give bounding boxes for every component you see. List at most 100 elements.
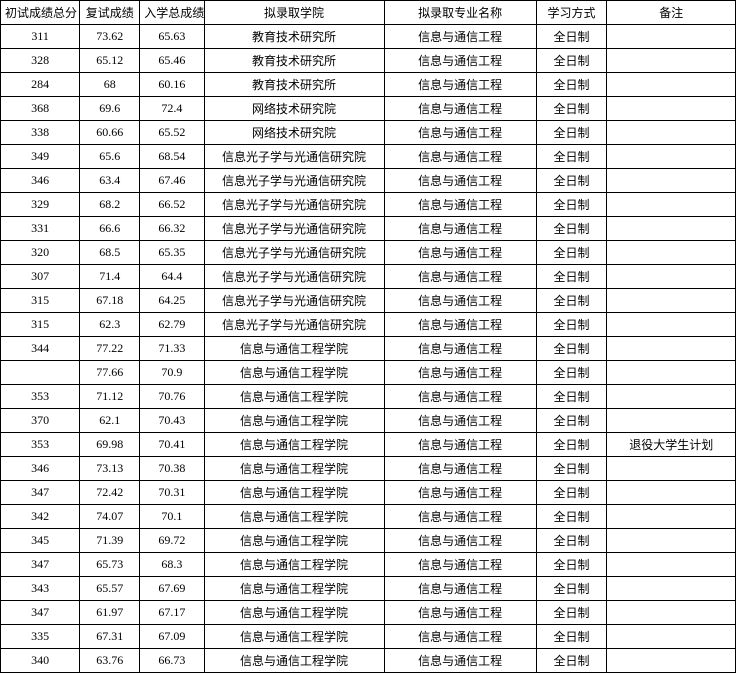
table-cell: 67.09: [140, 625, 204, 649]
table-cell: 信息与通信工程: [384, 529, 536, 553]
table-cell: 346: [1, 169, 80, 193]
table-cell: 345: [1, 529, 80, 553]
table-cell: 信息与通信工程学院: [204, 457, 384, 481]
table-cell: 信息与通信工程学院: [204, 361, 384, 385]
table-cell: [607, 529, 736, 553]
table-cell: 信息与通信工程: [384, 601, 536, 625]
table-cell: 315: [1, 313, 80, 337]
table-cell: 65.12: [80, 49, 140, 73]
table-cell: 368: [1, 97, 80, 121]
table-cell: [607, 217, 736, 241]
table-cell: 信息与通信工程: [384, 625, 536, 649]
table-cell: 307: [1, 265, 80, 289]
table-row: 33567.3167.09信息与通信工程学院信息与通信工程全日制: [1, 625, 736, 649]
table-cell: 66.73: [140, 649, 204, 673]
table-cell: 65.63: [140, 25, 204, 49]
table-cell: 68.54: [140, 145, 204, 169]
table-cell: [607, 577, 736, 601]
table-cell: 71.4: [80, 265, 140, 289]
table-cell: [607, 361, 736, 385]
header-row: 初试成绩总分 复试成绩 入学总成绩 拟录取学院 拟录取专业名称 学习方式 备注: [1, 1, 736, 25]
table-cell: 311: [1, 25, 80, 49]
table-cell: 全日制: [536, 25, 607, 49]
table-cell: 信息光子学与光通信研究院: [204, 193, 384, 217]
header-major: 拟录取专业名称: [384, 1, 536, 25]
table-cell: 65.46: [140, 49, 204, 73]
table-cell: 全日制: [536, 49, 607, 73]
table-cell: 343: [1, 577, 80, 601]
table-cell: [607, 385, 736, 409]
table-cell: 67.31: [80, 625, 140, 649]
header-study-mode: 学习方式: [536, 1, 607, 25]
table-cell: 344: [1, 337, 80, 361]
table-cell: 72.42: [80, 481, 140, 505]
table-cell: 信息与通信工程: [384, 121, 536, 145]
table-cell: 67.46: [140, 169, 204, 193]
table-cell: 320: [1, 241, 80, 265]
header-retest-score: 复试成绩: [80, 1, 140, 25]
table-cell: 信息与通信工程: [384, 481, 536, 505]
table-cell: 349: [1, 145, 80, 169]
table-cell: 信息光子学与光通信研究院: [204, 265, 384, 289]
table-cell: 353: [1, 385, 80, 409]
table-cell: 60.66: [80, 121, 140, 145]
table-cell: 63.76: [80, 649, 140, 673]
table-cell: [607, 25, 736, 49]
table-row: 33166.666.32信息光子学与光通信研究院信息与通信工程全日制: [1, 217, 736, 241]
admission-table: 初试成绩总分 复试成绩 入学总成绩 拟录取学院 拟录取专业名称 学习方式 备注 …: [0, 0, 736, 673]
header-entrance-score: 入学总成绩: [140, 1, 204, 25]
table-cell: 70.41: [140, 433, 204, 457]
table-cell: 347: [1, 601, 80, 625]
table-row: 34477.2271.33信息与通信工程学院信息与通信工程全日制: [1, 337, 736, 361]
table-row: 34571.3969.72信息与通信工程学院信息与通信工程全日制: [1, 529, 736, 553]
table-cell: 65.57: [80, 577, 140, 601]
table-cell: 信息与通信工程: [384, 97, 536, 121]
table-cell: [607, 49, 736, 73]
table-cell: [607, 337, 736, 361]
table-cell: [607, 289, 736, 313]
table-cell: 信息与通信工程学院: [204, 601, 384, 625]
table-cell: 信息与通信工程: [384, 433, 536, 457]
table-cell: [607, 601, 736, 625]
table-cell: 71.12: [80, 385, 140, 409]
table-cell: 70.43: [140, 409, 204, 433]
table-cell: 信息与通信工程学院: [204, 409, 384, 433]
table-cell: 71.39: [80, 529, 140, 553]
table-cell: 全日制: [536, 529, 607, 553]
table-cell: 全日制: [536, 649, 607, 673]
table-cell: 信息与通信工程: [384, 73, 536, 97]
table-cell: [607, 409, 736, 433]
table-cell: 全日制: [536, 73, 607, 97]
table-row: 34761.9767.17信息与通信工程学院信息与通信工程全日制: [1, 601, 736, 625]
table-cell: [607, 313, 736, 337]
table-cell: 68.3: [140, 553, 204, 577]
table-cell: 335: [1, 625, 80, 649]
table-cell: 信息光子学与光通信研究院: [204, 289, 384, 313]
table-cell: 信息与通信工程: [384, 241, 536, 265]
table-cell: 信息与通信工程: [384, 265, 536, 289]
table-cell: 信息与通信工程: [384, 49, 536, 73]
table-row: 34063.7666.73信息与通信工程学院信息与通信工程全日制: [1, 649, 736, 673]
table-cell: 340: [1, 649, 80, 673]
table-cell: 全日制: [536, 553, 607, 577]
table-cell: [607, 241, 736, 265]
table-cell: 全日制: [536, 121, 607, 145]
table-cell: 61.97: [80, 601, 140, 625]
table-cell: 全日制: [536, 289, 607, 313]
table-cell: 信息与通信工程学院: [204, 649, 384, 673]
table-cell: 338: [1, 121, 80, 145]
table-cell: [607, 193, 736, 217]
table-cell: [607, 265, 736, 289]
table-row: 36869.672.4网络技术研究院信息与通信工程全日制: [1, 97, 736, 121]
table-cell: 全日制: [536, 361, 607, 385]
table-row: 34965.668.54信息光子学与光通信研究院信息与通信工程全日制: [1, 145, 736, 169]
table-body: 31173.6265.63教育技术研究所信息与通信工程全日制32865.1265…: [1, 25, 736, 673]
table-cell: 70.31: [140, 481, 204, 505]
table-row: 35369.9870.41信息与通信工程学院信息与通信工程全日制退役大学生计划: [1, 433, 736, 457]
table-row: 31173.6265.63教育技术研究所信息与通信工程全日制: [1, 25, 736, 49]
table-cell: 信息与通信工程: [384, 649, 536, 673]
table-cell: 328: [1, 49, 80, 73]
table-cell: 67.17: [140, 601, 204, 625]
table-cell: [607, 97, 736, 121]
table-cell: 62.3: [80, 313, 140, 337]
